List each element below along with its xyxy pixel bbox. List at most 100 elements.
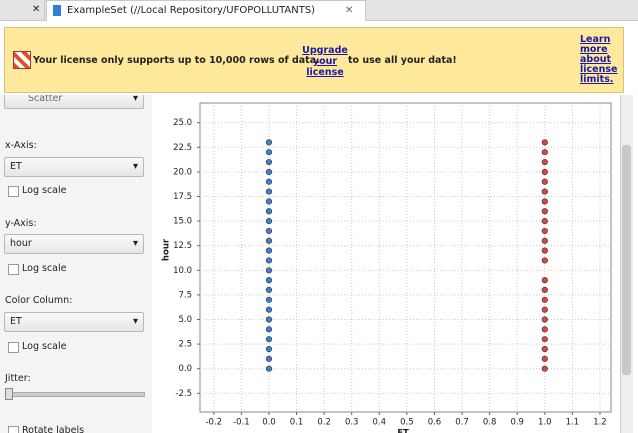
control-label: Color Column: — [5, 295, 73, 306]
point — [541, 306, 548, 313]
point — [541, 257, 548, 264]
learn-link[interactable]: Learn more about license limits. — [580, 34, 618, 85]
banner-suffix: to use all your data! — [348, 55, 457, 66]
x-tick-label: 0.0 — [262, 418, 276, 428]
x-tick-label: -0.1 — [233, 418, 250, 428]
tab-title: ExampleSet (//Local Repository/UFOPOLLUT… — [67, 5, 316, 16]
select[interactable]: ET — [4, 157, 144, 177]
point — [265, 345, 273, 353]
point — [541, 168, 548, 175]
point — [265, 296, 273, 303]
point — [541, 365, 548, 372]
select[interactable]: hour — [4, 234, 144, 254]
point — [265, 267, 273, 274]
plot-type-select[interactable]: Scatter — [4, 95, 144, 109]
jitter-slider[interactable] — [5, 392, 145, 397]
x-tick-label: 0.5 — [400, 418, 414, 428]
checkbox[interactable] — [8, 264, 19, 275]
select-value: hour — [10, 238, 32, 249]
point — [265, 208, 273, 215]
select[interactable]: ET — [4, 312, 144, 332]
point — [265, 247, 273, 254]
point — [265, 198, 273, 205]
x-tick-label: 1.2 — [593, 418, 607, 428]
point — [265, 286, 273, 294]
checkbox[interactable] — [8, 342, 19, 353]
jitter-label: Jitter: — [5, 373, 31, 384]
point — [265, 257, 273, 264]
y-tick-label: 17.5 — [173, 192, 192, 202]
x-tick-label: 0.1 — [290, 418, 304, 428]
point — [265, 158, 273, 166]
point — [541, 149, 548, 156]
point — [541, 247, 548, 254]
y-tick-label: 0.0 — [178, 364, 192, 374]
point — [541, 139, 548, 146]
plot-area — [199, 102, 612, 413]
point — [541, 198, 548, 205]
tab-active[interactable]: ExampleSet (//Local Repository/UFOPOLLUT… — [46, 0, 366, 21]
point — [265, 149, 273, 156]
slider-thumb[interactable] — [5, 388, 13, 400]
x-tick-label: 1.1 — [566, 418, 580, 428]
warning-icon — [13, 51, 31, 69]
checkbox-label: Log scale — [22, 341, 67, 352]
point — [541, 355, 548, 362]
select-value: ET — [10, 316, 22, 327]
point — [541, 316, 548, 323]
x-axis-label: ET — [397, 429, 409, 433]
y-tick-label: -2.5 — [175, 389, 192, 399]
y-tick-label: 10.0 — [173, 266, 192, 276]
y-tick-label: 22.5 — [173, 143, 192, 153]
tab-bar: ✕ ExampleSet (//Local Repository/UFOPOLL… — [0, 0, 638, 21]
point — [265, 178, 273, 185]
upgrade-link[interactable]: Upgrade your license — [302, 45, 348, 78]
point — [265, 168, 273, 175]
x-tick-label: 0.3 — [345, 418, 359, 428]
point — [541, 178, 548, 185]
checkbox[interactable] — [8, 186, 19, 197]
y-axis-label: hour — [162, 238, 172, 261]
point — [541, 326, 548, 333]
checkbox-label: Rotate labels — [22, 425, 85, 433]
control-label: y-Axis: — [5, 218, 37, 229]
scrollbar[interactable] — [620, 95, 633, 433]
point — [541, 208, 548, 215]
y-tick-label: 20.0 — [173, 167, 192, 177]
checkbox-label: Log scale — [22, 263, 67, 274]
tab[interactable]: ✕ — [0, 0, 45, 20]
settings-panel: Scatter x-Axis: ET Log scale y-Axis: hou… — [0, 95, 152, 433]
point — [541, 277, 548, 284]
y-tick-label: 15.0 — [173, 217, 192, 227]
point — [265, 188, 273, 195]
point — [265, 336, 273, 343]
point — [265, 365, 273, 372]
point — [541, 237, 548, 244]
point — [265, 316, 273, 323]
point — [541, 158, 548, 166]
control-label: x-Axis: — [5, 140, 37, 151]
x-tick-label: 0.9 — [510, 418, 524, 428]
tab-close[interactable]: ✕ — [345, 5, 354, 16]
checkbox-label: Log scale — [22, 185, 67, 196]
point — [541, 345, 548, 353]
point — [265, 139, 273, 146]
x-tick-label: 1.0 — [538, 418, 552, 428]
license-banner: Your license only supports up to 10,000 … — [4, 27, 624, 93]
y-tick-label: 5.0 — [178, 315, 192, 325]
banner-message: Your license only supports up to 10,000 … — [33, 55, 320, 66]
chart: hour ET -0.2 -0.1 0.0 0.1 0.2 0.3 0.4 0.5 0.6 0.7… — [162, 102, 612, 433]
x-tick-label: 0.7 — [455, 418, 469, 428]
x-tick-label: 0.8 — [483, 418, 497, 428]
point — [541, 188, 548, 195]
point — [265, 217, 273, 225]
point — [265, 306, 273, 313]
y-tick-label: 12.5 — [173, 241, 192, 251]
x-tick-label: 0.2 — [317, 418, 331, 428]
checkbox[interactable] — [8, 426, 19, 433]
x-tick-label: 0.6 — [428, 418, 442, 428]
point — [265, 326, 273, 333]
scroll-thumb[interactable] — [622, 145, 631, 375]
point — [541, 296, 548, 303]
